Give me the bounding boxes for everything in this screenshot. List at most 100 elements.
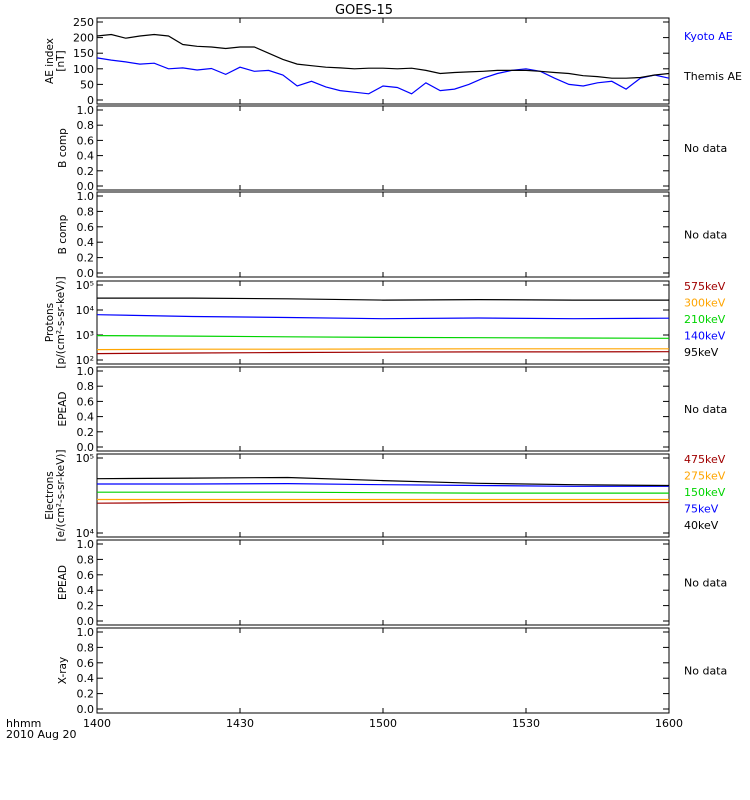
legend-entry: Kyoto AE	[684, 30, 733, 43]
legend-entry: Themis AE	[683, 70, 742, 83]
y-tick-label: 0.2	[77, 600, 95, 613]
no-data-label: No data	[684, 577, 727, 590]
panel-frame	[96, 191, 670, 278]
no-data-label: No data	[684, 229, 727, 242]
y-tick-label: 0.4	[77, 411, 95, 424]
y-axis-label: Protons	[44, 303, 56, 342]
y-axis-label: [e/(cm²-s-sr-keV)]	[55, 450, 67, 542]
y-tick-label: 0.8	[77, 641, 95, 654]
series-line-themis-ae	[96, 33, 670, 79]
y-tick-label: 50	[80, 78, 94, 91]
panel-frame	[96, 17, 670, 105]
y-tick-label: 0.8	[77, 119, 95, 132]
legend-entry: 275keV	[684, 470, 726, 483]
chart-title: GOES-15	[335, 3, 393, 18]
panel-epead1: 0.0 0.2 0.4 0.6 0.8 1.0 EPEAD No data	[57, 365, 727, 454]
y-tick-label: 10⁴	[76, 527, 95, 540]
x-tick-label: 1500	[369, 717, 397, 730]
y-tick-label: 10³	[76, 329, 94, 342]
y-tick-label: 0.4	[77, 584, 95, 597]
y-tick-label: 10⁵	[76, 279, 94, 292]
x-tick-label: 1600	[655, 717, 683, 730]
series-line-300kev	[96, 348, 669, 351]
y-tick-label: 0	[87, 94, 94, 107]
y-axis-label: B comp	[57, 214, 69, 254]
y-tick-label: 0.2	[77, 165, 95, 178]
y-tick-label: 0.0	[77, 267, 95, 280]
no-data-label: No data	[684, 142, 727, 155]
x-tick-label: 1400	[83, 717, 111, 730]
legend-entry: 475keV	[684, 453, 726, 466]
panel-b2: 0.0 0.2 0.4 0.6 0.8 1.0 B comp No data	[57, 190, 727, 280]
y-tick-label: 0.2	[77, 426, 95, 439]
x-tick-label: 1430	[226, 717, 254, 730]
y-tick-label: 0.8	[77, 553, 95, 566]
legend-entry: 150keV	[684, 486, 726, 499]
series-line-150kev	[97, 491, 669, 494]
series-line-475kev	[96, 501, 669, 504]
y-tick-label: 0.8	[77, 205, 95, 218]
y-tick-label: 200	[73, 32, 94, 45]
y-tick-label: 150	[73, 47, 94, 60]
y-tick-label: 1.0	[77, 104, 95, 117]
y-tick-label: 0.0	[77, 441, 95, 454]
series-line-95kev	[97, 297, 669, 301]
panel-protons: 10² 10³ 10⁴ 10⁵ Protons [p/(cm²-s-sr-keV)] 575…	[44, 276, 726, 368]
panel-frame	[96, 366, 670, 452]
y-tick-label: 0.6	[77, 569, 95, 582]
y-tick-label: 0.6	[77, 395, 95, 408]
date-label: 2010 Aug 20	[6, 728, 76, 741]
y-tick-label: 0.0	[77, 615, 95, 628]
legend-entry: 210keV	[684, 313, 726, 326]
y-tick-label: 0.2	[77, 688, 95, 701]
y-tick-label: 0.0	[77, 703, 95, 716]
y-tick-label: 0.4	[77, 150, 95, 163]
legend-entry: 300keV	[684, 297, 726, 310]
time-axis-label: hhmm	[6, 717, 41, 730]
panel-frame	[96, 539, 670, 626]
series-line-40kev	[96, 476, 670, 487]
legend-entry: 95keV	[684, 346, 719, 359]
y-tick-label: 10²	[76, 354, 94, 367]
legend-entry: 75keV	[684, 503, 719, 516]
y-tick-label: 10⁴	[76, 304, 95, 317]
series-line-140kev	[96, 314, 670, 320]
y-tick-label: 100	[73, 63, 94, 76]
panel-electrons: 10⁴ 10⁵ Electrons [e/(cm²-s-sr-keV)] 475keV 2…	[44, 450, 726, 542]
y-axis-label: EPEAD	[57, 392, 69, 427]
legend-entry: 575keV	[684, 280, 726, 293]
y-tick-label: 1.0	[77, 626, 95, 639]
y-tick-label: 0.4	[77, 672, 95, 685]
legend-entry: 40keV	[684, 519, 719, 532]
series-line-210kev	[96, 335, 670, 339]
x-tick-label: 1530	[512, 717, 540, 730]
series-line-575kev	[96, 351, 670, 355]
series-line-75kev	[97, 482, 669, 487]
panel-xray: 0.0 0.2 0.4 0.6 0.8 1.0 1400 1430 1500 1530 1600 X-…	[57, 626, 727, 730]
y-tick-label: 0.6	[77, 657, 95, 670]
panels: 0 50 100 150 200 250 AE index [nT] Kyoto AE Themi…	[44, 16, 742, 730]
y-tick-label: 1.0	[77, 365, 95, 378]
no-data-label: No data	[684, 403, 727, 416]
y-axis-label: X-ray	[57, 657, 69, 684]
y-tick-label: 0.8	[77, 380, 95, 393]
y-axis-label: EPEAD	[57, 565, 69, 600]
panel-frame	[96, 453, 670, 538]
y-tick-label: 10⁵	[76, 452, 94, 465]
no-data-label: No data	[684, 665, 727, 678]
y-tick-label: 0.2	[77, 252, 95, 265]
series-line-kyoto-ae	[96, 57, 670, 95]
y-axis-label: [p/(cm²-s-sr-keV)]	[55, 276, 67, 368]
panel-epead2: 0.0 0.2 0.4 0.6 0.8 1.0 EPEAD No data	[57, 538, 727, 628]
y-tick-label: 0.6	[77, 134, 95, 147]
y-axis-label: B comp	[57, 128, 69, 168]
y-axis-label: AE index	[44, 38, 56, 84]
y-tick-label: 1.0	[77, 190, 95, 203]
panel-frame	[96, 627, 670, 714]
panel-b1: 0.0 0.2 0.4 0.6 0.8 1.0 B comp No data	[57, 104, 727, 193]
y-axis-label: [nT]	[55, 50, 67, 71]
y-tick-label: 250	[73, 16, 94, 29]
panel-ae: 0 50 100 150 200 250 AE index [nT] Kyoto AE Themi…	[44, 16, 742, 107]
legend-entry: 140keV	[684, 330, 726, 343]
